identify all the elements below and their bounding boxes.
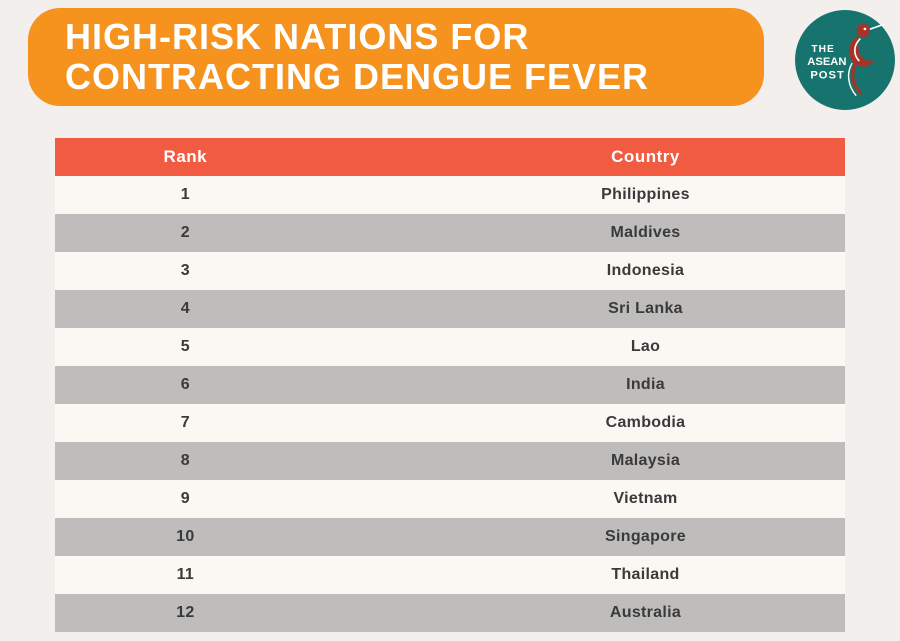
table-row: 5 Lao xyxy=(55,328,845,366)
table-header-row: Rank Country xyxy=(55,138,845,176)
page-title-line2: CONTRACTING DENGUE FEVER xyxy=(65,56,650,97)
page-title-line1: HIGH-RISK NATIONS FOR xyxy=(65,15,530,57)
asean-post-logo: THE ASEAN POST xyxy=(794,9,896,111)
rank-cell: 8 xyxy=(180,452,190,469)
country-cell: Indonesia xyxy=(606,262,685,279)
country-cell: Maldives xyxy=(610,224,681,241)
rank-cell: 3 xyxy=(180,262,190,279)
rank-cell: 10 xyxy=(176,528,195,545)
table-row: 12 Australia xyxy=(55,594,845,632)
country-cell: Australia xyxy=(609,604,682,621)
country-cell: India xyxy=(626,376,665,393)
logo-circle xyxy=(795,10,895,110)
country-cell: Malaysia xyxy=(610,452,681,469)
table-row: 3 Indonesia xyxy=(55,252,845,290)
table-row: 6 India xyxy=(55,366,845,404)
rank-cell: 7 xyxy=(180,414,190,431)
title-banner: HIGH-RISK NATIONS FOR CONTRACTING DENGUE… xyxy=(28,8,764,106)
table-row: 10 Singapore xyxy=(55,518,845,556)
table-row: 11 Thailand xyxy=(55,556,845,594)
table-row: 2 Maldives xyxy=(55,214,845,252)
table-row: 1 Philippines xyxy=(55,176,845,214)
country-cell: Philippines xyxy=(601,186,690,203)
page-title: HIGH-RISK NATIONS FOR CONTRACTING DENGUE… xyxy=(65,15,650,98)
rank-cell: 9 xyxy=(180,490,190,507)
country-cell: Cambodia xyxy=(605,414,686,431)
country-cell: Singapore xyxy=(605,528,686,545)
table-row: 9 Vietnam xyxy=(55,480,845,518)
rank-header: Rank xyxy=(163,147,208,166)
country-cell: Vietnam xyxy=(613,490,678,507)
country-header: Country xyxy=(611,147,680,166)
country-cell: Thailand xyxy=(611,566,680,583)
asean-post-logo-graphic: THE ASEAN POST xyxy=(795,10,895,110)
logo-text-post: POST xyxy=(810,69,845,81)
rank-cell: 5 xyxy=(180,338,190,355)
rank-cell: 12 xyxy=(176,604,195,621)
table-row: 8 Malaysia xyxy=(55,442,845,480)
country-cell: Sri Lanka xyxy=(608,300,683,317)
country-cell: Lao xyxy=(630,338,661,355)
rank-cell: 2 xyxy=(180,224,190,241)
table-row: 4 Sri Lanka xyxy=(55,290,845,328)
rank-cell: 11 xyxy=(176,566,195,583)
rank-cell: 1 xyxy=(180,186,190,203)
rank-cell: 4 xyxy=(180,300,190,317)
logo-text-asean: ASEAN xyxy=(807,56,846,68)
logo-text-the: THE xyxy=(811,44,834,55)
rank-cell: 6 xyxy=(180,376,190,393)
risk-table: Rank Country 1 Philippines 2 Maldives 3 … xyxy=(55,138,845,632)
table-row: 7 Cambodia xyxy=(55,404,845,442)
hummingbird-icon xyxy=(847,23,885,97)
